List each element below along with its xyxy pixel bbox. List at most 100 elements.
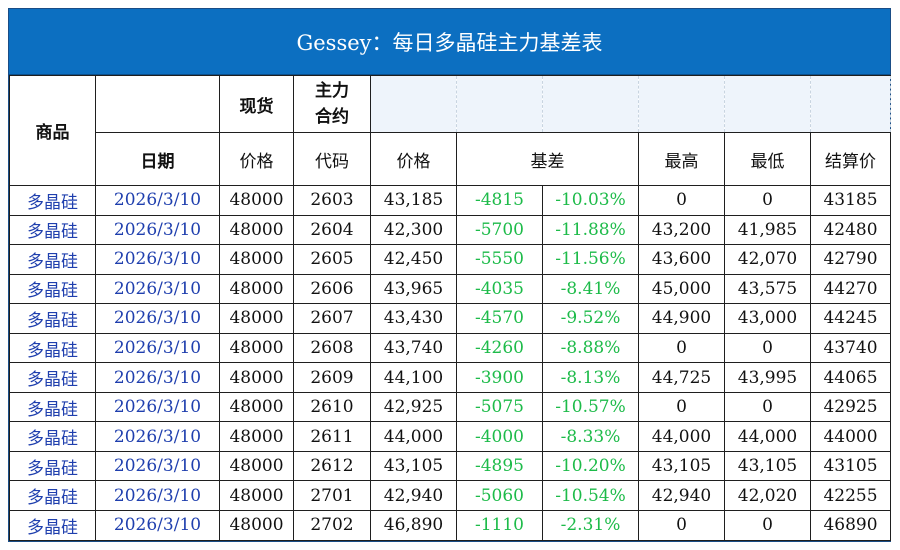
low-cell: 43,995: [724, 362, 811, 393]
product-cell: 多晶硅: [9, 421, 96, 452]
product-cell: 多晶硅: [9, 450, 96, 482]
basis-cell: -4260: [456, 332, 543, 364]
contract-code-cell: 2604: [293, 214, 371, 246]
low-cell: 0: [724, 391, 811, 423]
contract-code-cell: 2612: [293, 450, 371, 482]
header-settle: 结算价: [810, 132, 891, 186]
product-cell: 多晶硅: [9, 480, 96, 512]
date-cell: 2026/3/10: [95, 391, 220, 423]
header-low: 最低: [724, 132, 811, 186]
spot-price-cell: 48000: [219, 480, 294, 512]
basis-cell: -4570: [456, 303, 543, 334]
high-cell: 42,940: [638, 480, 725, 512]
table-row: 多晶硅 2026/3/10 48000 2611 44,000 -4000 -8.33% 44…: [9, 421, 891, 452]
product-cell: 多晶硅: [9, 185, 96, 216]
product-cell: 多晶硅: [9, 273, 96, 305]
header-main-contract: 主力 合约: [293, 75, 371, 133]
low-cell: 42,070: [724, 244, 811, 275]
high-cell: 43,600: [638, 244, 725, 275]
contract-price-cell: 42,940: [370, 480, 457, 512]
contract-price-cell: 42,450: [370, 244, 457, 275]
contract-price-cell: 44,100: [370, 362, 457, 393]
spot-price-cell: 48000: [219, 450, 294, 482]
basis-percent-cell: -10.54%: [542, 480, 639, 512]
low-cell: 41,985: [724, 214, 811, 246]
basis-cell: -4000: [456, 421, 543, 452]
basis-percent-cell: -11.88%: [542, 214, 639, 246]
contract-price-cell: 43,965: [370, 273, 457, 305]
date-cell: 2026/3/10: [95, 332, 220, 364]
header-basis: 基差: [456, 132, 639, 186]
contract-code-cell: 2610: [293, 391, 371, 423]
contract-price-cell: 43,740: [370, 332, 457, 364]
high-cell: 44,725: [638, 362, 725, 393]
contract-price-cell: 42,925: [370, 391, 457, 423]
contract-code-cell: 2608: [293, 332, 371, 364]
basis-table: 商品 现货 主力 合约 日期 价格 代码: [9, 75, 891, 541]
header-contract-price: 价格: [370, 132, 457, 186]
table-row: 多晶硅 2026/3/10 48000 2608 43,740 -4260 -8.88% 0 0…: [9, 332, 891, 364]
low-cell: 43,105: [724, 450, 811, 482]
basis-cell: -4895: [456, 450, 543, 482]
product-cell: 多晶硅: [9, 244, 96, 275]
contract-code-cell: 2701: [293, 480, 371, 512]
basis-percent-cell: -10.20%: [542, 450, 639, 482]
basis-cell: -5550: [456, 244, 543, 275]
contract-price-cell: 43,185: [370, 185, 457, 216]
header-blank: [95, 75, 220, 133]
table-row: 多晶硅 2026/3/10 48000 2604 42,300 -5700 -11.88% 4…: [9, 214, 891, 246]
table-title: Gessey：每日多晶硅主力基差表: [9, 9, 890, 75]
spot-price-cell: 48000: [219, 332, 294, 364]
date-cell: 2026/3/10: [95, 450, 220, 482]
settle-cell: 44270: [810, 273, 891, 305]
spot-price-cell: 48000: [219, 244, 294, 275]
basis-percent-cell: -2.31%: [542, 510, 639, 541]
settle-cell: 42925: [810, 391, 891, 423]
high-cell: 44,000: [638, 421, 725, 452]
header-blank: [724, 75, 811, 133]
product-cell: 多晶硅: [9, 303, 96, 334]
product-cell: 多晶硅: [9, 510, 96, 541]
basis-percent-cell: -8.88%: [542, 332, 639, 364]
header-spot-price: 价格: [219, 132, 294, 186]
low-cell: 43,575: [724, 273, 811, 305]
product-cell: 多晶硅: [9, 362, 96, 393]
table-row: 多晶硅 2026/3/10 48000 2607 43,430 -4570 -9.52% 44…: [9, 303, 891, 334]
high-cell: 45,000: [638, 273, 725, 305]
low-cell: 0: [724, 510, 811, 541]
contract-code-cell: 2702: [293, 510, 371, 541]
table-row: 多晶硅 2026/3/10 48000 2605 42,450 -5550 -11.56% 4…: [9, 244, 891, 275]
basis-cell: -4035: [456, 273, 543, 305]
basis-percent-cell: -11.56%: [542, 244, 639, 275]
basis-percent-cell: -8.41%: [542, 273, 639, 305]
settle-cell: 44065: [810, 362, 891, 393]
basis-table-frame: Gessey：每日多晶硅主力基差表 商品 现货 主力 合约: [8, 8, 891, 542]
contract-price-cell: 43,105: [370, 450, 457, 482]
high-cell: 0: [638, 391, 725, 423]
header-blank: [638, 75, 725, 133]
contract-price-cell: 46,890: [370, 510, 457, 541]
header-blank: [542, 75, 639, 133]
date-cell: 2026/3/10: [95, 480, 220, 512]
settle-cell: 42255: [810, 480, 891, 512]
date-cell: 2026/3/10: [95, 510, 220, 541]
contract-code-cell: 2607: [293, 303, 371, 334]
date-cell: 2026/3/10: [95, 244, 220, 275]
header-product: 商品: [9, 75, 96, 186]
date-cell: 2026/3/10: [95, 214, 220, 246]
contract-code-cell: 2605: [293, 244, 371, 275]
product-cell: 多晶硅: [9, 214, 96, 246]
spot-price-cell: 48000: [219, 214, 294, 246]
header-blank: [456, 75, 543, 133]
table-row: 多晶硅 2026/3/10 48000 2609 44,100 -3900 -8.13% 44…: [9, 362, 891, 393]
settle-cell: 43185: [810, 185, 891, 216]
date-cell: 2026/3/10: [95, 303, 220, 334]
contract-code-cell: 2603: [293, 185, 371, 216]
basis-percent-cell: -10.03%: [542, 185, 639, 216]
date-cell: 2026/3/10: [95, 185, 220, 216]
product-cell: 多晶硅: [9, 391, 96, 423]
settle-cell: 44000: [810, 421, 891, 452]
header-high: 最高: [638, 132, 725, 186]
settle-cell: 43740: [810, 332, 891, 364]
contract-price-cell: 42,300: [370, 214, 457, 246]
